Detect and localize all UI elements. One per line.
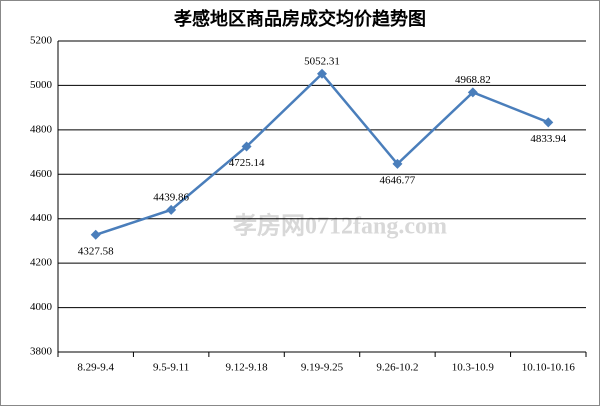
- y-tick-label: 3800: [30, 346, 53, 358]
- watermark: 孝房网0712fang.com: [233, 212, 447, 240]
- marker: [241, 141, 252, 152]
- data-label: 4968.82: [455, 74, 491, 86]
- x-tick-label: 9.5-9.11: [153, 362, 189, 374]
- data-label: 4725.14: [229, 157, 265, 169]
- data-label: 4439.86: [153, 191, 189, 203]
- data-label: 4833.94: [530, 133, 566, 145]
- x-tick-label: 10.3-10.9: [452, 362, 495, 374]
- y-tick-label: 4000: [30, 301, 53, 313]
- data-label: 4327.58: [78, 245, 114, 257]
- y-tick-label: 4400: [30, 212, 53, 224]
- x-tick-label: 9.26-10.2: [376, 362, 418, 374]
- x-tick-label: 10.10-10.16: [522, 362, 576, 374]
- data-label: 4646.77: [380, 174, 416, 186]
- y-tick-label: 5000: [30, 79, 53, 91]
- marker: [90, 229, 101, 240]
- chart-title: 孝感地区商品房成交均价趋势图: [173, 8, 426, 30]
- y-tick-label: 5200: [30, 35, 53, 47]
- marker: [467, 87, 478, 98]
- x-tick-label: 8.29-9.4: [77, 362, 114, 374]
- data-label: 5052.31: [304, 55, 340, 67]
- x-tick-label: 9.12-9.18: [225, 362, 268, 374]
- marker: [392, 158, 403, 169]
- y-tick-label: 4800: [30, 123, 53, 135]
- marker: [317, 68, 327, 79]
- y-tick-label: 4200: [30, 257, 53, 269]
- marker: [543, 117, 554, 128]
- y-tick-label: 4600: [30, 168, 53, 180]
- marker: [166, 204, 177, 215]
- x-tick-label: 9.19-9.25: [301, 362, 344, 374]
